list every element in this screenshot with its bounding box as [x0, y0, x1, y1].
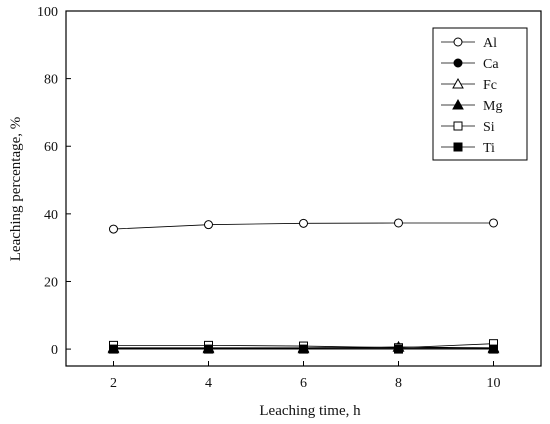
data-point [394, 218, 403, 228]
legend-item: Ti [441, 141, 495, 156]
legend-label: Ti [483, 141, 495, 156]
data-point [489, 344, 498, 354]
legend-label: Si [483, 120, 495, 135]
legend-label: Mg [483, 99, 502, 114]
legend-marker [453, 58, 463, 68]
data-point [489, 218, 498, 228]
legend-marker [452, 77, 464, 89]
legend-item: Fc [441, 77, 497, 93]
legend-box [432, 27, 528, 161]
legend-item: Al [441, 36, 497, 51]
data-point [204, 220, 213, 230]
x-tick-label: 6 [300, 376, 307, 391]
data-point [299, 344, 308, 354]
x-tick-label: 10 [487, 376, 501, 391]
legend-label: Ca [483, 57, 499, 72]
legend-marker [452, 98, 464, 110]
legend-marker [453, 121, 463, 131]
x-axis-label: Leaching time, h [259, 403, 361, 419]
x-tick-label: 4 [205, 376, 212, 391]
data-point [299, 218, 308, 228]
data-point [109, 224, 118, 234]
legend-item: Ca [441, 57, 499, 72]
y-tick-label: 20 [44, 275, 58, 290]
series-layer [107, 218, 500, 354]
legend-marker [453, 37, 463, 47]
series-al [109, 218, 498, 234]
y-tick-label: 40 [44, 208, 58, 223]
x-tick-label: 8 [395, 376, 402, 391]
y-tick-label: 100 [37, 5, 58, 20]
data-point [109, 344, 118, 354]
series-ti [109, 344, 498, 354]
legend: Al Ca Fc Mg Si Ti [432, 27, 528, 161]
y-axis-label: Leaching percentage, % [8, 117, 24, 262]
legend-label: Al [483, 36, 497, 51]
x-tick-label: 2 [110, 376, 117, 391]
legend-marker [453, 142, 463, 152]
y-tick-label: 80 [44, 73, 58, 88]
y-tick-label: 0 [51, 343, 58, 358]
data-point [394, 344, 403, 354]
data-point [204, 344, 213, 354]
legend-item: Si [441, 120, 495, 135]
legend-item: Mg [441, 98, 502, 114]
legend-label: Fc [483, 78, 497, 93]
y-tick-label: 60 [44, 140, 58, 155]
